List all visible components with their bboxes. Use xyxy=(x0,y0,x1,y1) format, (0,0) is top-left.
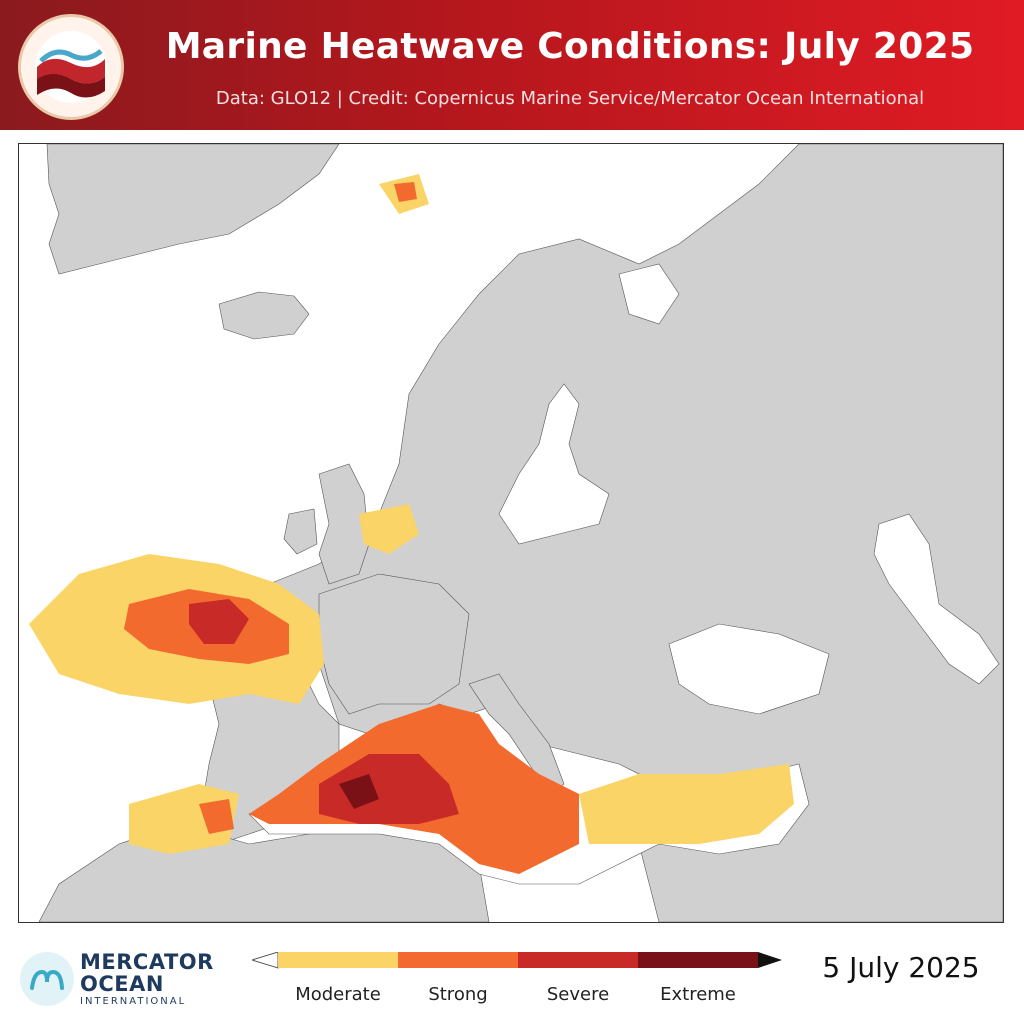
mhw-extreme-med xyxy=(339,774,379,809)
logo-text-mercator: MERCATOR xyxy=(80,950,214,974)
legend-label-strong: Strong xyxy=(428,984,488,1005)
europe-map-svg xyxy=(19,144,1003,922)
sea-white xyxy=(618,263,680,325)
logo-text-ocean: OCEAN xyxy=(80,972,164,996)
mhw-moderate-north-sea xyxy=(359,504,419,554)
legend-arrow-left xyxy=(252,952,279,969)
land-france xyxy=(318,573,470,715)
legend-swatch-severe xyxy=(518,952,638,968)
legend-swatch-extreme xyxy=(638,952,758,968)
sea-baltic xyxy=(498,383,610,545)
page-title: Marine Heatwave Conditions: July 2025 xyxy=(165,26,975,67)
legend-colorbar xyxy=(252,952,782,969)
land-britain xyxy=(318,463,370,585)
mhw-moderate-morocco xyxy=(129,784,239,854)
map-date: 5 July 2025 xyxy=(822,951,980,984)
land-iceland xyxy=(218,291,310,340)
wave-logo-icon xyxy=(35,31,107,103)
land-greenland xyxy=(46,144,340,275)
legend-label-severe: Severe xyxy=(546,984,610,1005)
legend-swatch-moderate xyxy=(278,952,398,968)
legend-label-moderate: Moderate xyxy=(295,984,381,1005)
legend-label-extreme: Extreme xyxy=(660,984,736,1005)
mhw-severe-atlantic xyxy=(189,599,249,644)
mhw-strong-norway xyxy=(394,182,417,202)
sea-black xyxy=(668,623,830,715)
data-credit-subtitle: Data: GLO12 | Credit: Copernicus Marine … xyxy=(215,88,925,109)
legend-swatch-strong xyxy=(398,952,518,968)
heatwave-map xyxy=(18,143,1004,923)
heatwave-legend: Moderate Strong Severe Extreme xyxy=(252,952,782,1012)
marine-heatwave-bulletin-badge xyxy=(18,14,124,120)
mercator-wave-icon xyxy=(20,952,74,1006)
legend-arrow-right xyxy=(758,952,782,968)
sea-caspian xyxy=(873,513,1000,685)
mhw-moderate-med-east xyxy=(579,764,794,844)
land-ireland xyxy=(283,508,318,555)
header-banner: Marine Heatwave Conditions: July 2025 Da… xyxy=(0,0,1024,130)
logo-text-international: INTERNATIONAL xyxy=(80,996,187,1007)
mhw-strong-morocco xyxy=(199,799,234,834)
mercator-ocean-logo: MERCATOR OCEAN INTERNATIONAL xyxy=(20,950,220,1010)
